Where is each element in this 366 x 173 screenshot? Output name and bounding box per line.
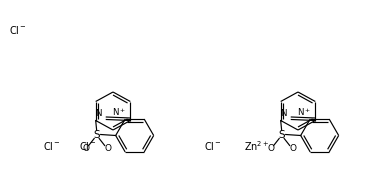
Text: Cl$^-$: Cl$^-$	[79, 140, 97, 152]
Text: O: O	[82, 144, 89, 153]
Text: S: S	[93, 130, 100, 139]
Text: Cl$^-$: Cl$^-$	[204, 140, 222, 152]
Text: N: N	[95, 110, 101, 119]
Text: Cl$^-$: Cl$^-$	[43, 140, 61, 152]
Text: S: S	[279, 130, 285, 139]
Text: N: N	[280, 110, 286, 119]
Text: Cl$^-$: Cl$^-$	[9, 24, 27, 36]
Text: O: O	[289, 144, 296, 153]
Text: N$^+$: N$^+$	[112, 107, 126, 119]
Text: N$^+$: N$^+$	[297, 107, 311, 119]
Text: Zn$^{2+}$: Zn$^{2+}$	[244, 139, 270, 153]
Text: O: O	[267, 144, 274, 153]
Text: O: O	[104, 144, 111, 153]
